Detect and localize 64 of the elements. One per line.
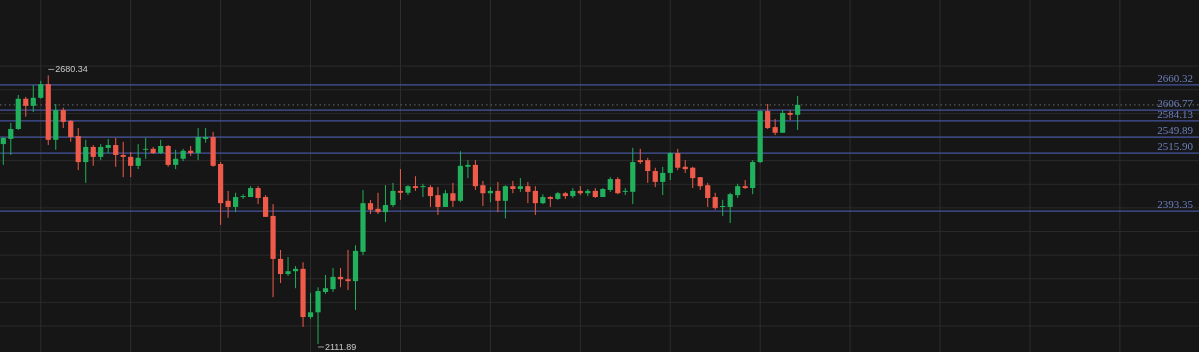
candlestick [645, 157, 651, 184]
candlestick [173, 149, 179, 170]
candlestick [480, 180, 486, 207]
candlestick [690, 166, 696, 189]
candlestick [765, 103, 771, 130]
candlestick [8, 122, 14, 156]
candlestick [510, 180, 516, 194]
candlestick [83, 139, 89, 184]
candlestick [652, 167, 658, 188]
candlestick [787, 109, 793, 121]
candlestick [60, 107, 66, 129]
candlestick [427, 184, 434, 208]
candlestick [375, 192, 381, 215]
candlestick [143, 137, 149, 160]
candlestick [450, 182, 456, 208]
candlestick [330, 267, 336, 293]
candlestick [495, 181, 501, 213]
annotation: 2111.89 [325, 342, 357, 352]
candlestick [225, 190, 231, 219]
candlestick [285, 256, 291, 277]
candlestick [277, 249, 284, 284]
candlestick [233, 192, 239, 213]
candlestick [322, 274, 329, 295]
candlestick [667, 151, 673, 181]
candlestick [195, 127, 201, 161]
candlestick [420, 183, 426, 198]
candlestick [435, 186, 441, 216]
candlestick [128, 151, 134, 178]
ref-line-label: 2584.13 [1157, 107, 1194, 120]
candlestick [390, 182, 396, 208]
candlestick [240, 193, 246, 200]
candlestick [382, 184, 389, 223]
ref-line-label: 2549.89 [1157, 124, 1194, 137]
candlestick [532, 185, 538, 216]
candlestick [397, 168, 404, 201]
candlestick [120, 141, 126, 178]
candlestick [113, 137, 119, 168]
candlestick [727, 192, 733, 224]
candlestick [675, 148, 681, 171]
candlestick [68, 119, 74, 143]
annotation: 2680.34 [55, 64, 88, 75]
ref-line-label: 2660.32 [1157, 71, 1193, 84]
candlestick [0, 136, 6, 166]
candlestick [795, 95, 801, 131]
candlestick [502, 184, 508, 219]
candlestick [262, 194, 269, 218]
candlestick [315, 286, 321, 345]
ref-line-label: 2515.90 [1157, 140, 1194, 153]
candlestick [165, 144, 171, 168]
candlestick [720, 199, 726, 217]
candlestick [472, 159, 478, 191]
candlestick [465, 159, 471, 179]
candlestick [660, 166, 666, 196]
candlestick [525, 181, 531, 204]
ref-line-label: 2393.35 [1157, 198, 1194, 211]
candlestick [23, 96, 29, 118]
candlestick [705, 182, 711, 208]
candlestick [30, 84, 36, 113]
candlestick [307, 292, 314, 320]
candlestick [135, 143, 141, 170]
candlestick [780, 109, 786, 134]
candlestick [90, 144, 96, 167]
ref-line-label: 2606.77 [1157, 97, 1194, 110]
candlestick [345, 249, 351, 291]
